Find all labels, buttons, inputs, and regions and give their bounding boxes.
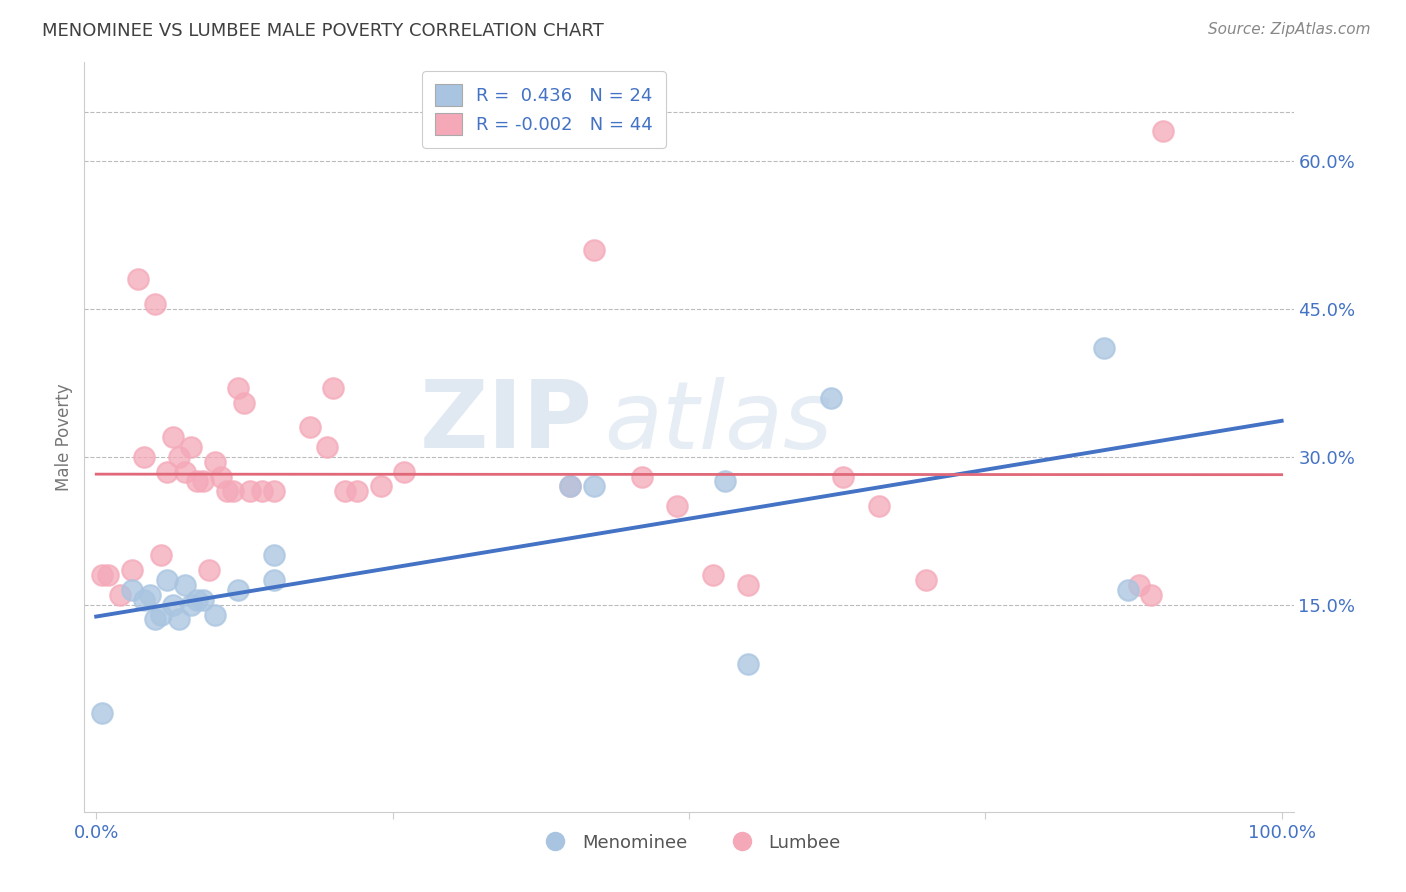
Point — [298, 420, 321, 434]
Point — [145, 297, 167, 311]
Point — [666, 499, 689, 513]
Point — [322, 381, 344, 395]
Point — [174, 578, 197, 592]
Point — [127, 272, 149, 286]
Point — [97, 568, 120, 582]
Point — [162, 430, 184, 444]
Point — [1140, 588, 1163, 602]
Point — [191, 592, 214, 607]
Point — [191, 475, 214, 489]
Point — [108, 588, 131, 602]
Point — [832, 469, 855, 483]
Point — [737, 657, 759, 671]
Point — [370, 479, 392, 493]
Point — [198, 563, 221, 577]
Point — [91, 706, 114, 720]
Point — [316, 440, 339, 454]
Point — [167, 450, 190, 464]
Point — [333, 484, 356, 499]
Point — [132, 592, 155, 607]
Point — [174, 465, 197, 479]
Point — [156, 573, 179, 587]
Point — [204, 455, 226, 469]
Point — [121, 563, 143, 577]
Point — [180, 598, 202, 612]
Point — [250, 484, 273, 499]
Point — [346, 484, 368, 499]
Point — [394, 465, 416, 479]
Point — [156, 465, 179, 479]
Point — [263, 549, 285, 563]
Point — [228, 381, 250, 395]
Y-axis label: Male Poverty: Male Poverty — [55, 384, 73, 491]
Text: Source: ZipAtlas.com: Source: ZipAtlas.com — [1208, 22, 1371, 37]
Point — [1152, 124, 1174, 138]
Point — [583, 479, 606, 493]
Point — [583, 243, 606, 257]
Point — [91, 568, 114, 582]
Point — [162, 598, 184, 612]
Point — [215, 484, 238, 499]
Point — [630, 469, 652, 483]
Point — [239, 484, 262, 499]
Point — [150, 549, 173, 563]
Point — [560, 479, 582, 493]
Point — [150, 607, 173, 622]
Legend: Menominee, Lumbee: Menominee, Lumbee — [530, 827, 848, 859]
Point — [713, 475, 735, 489]
Point — [263, 573, 285, 587]
Point — [209, 469, 232, 483]
Point — [1092, 342, 1115, 356]
Point — [138, 588, 160, 602]
Point — [820, 391, 842, 405]
Point — [145, 612, 167, 626]
Point — [737, 578, 759, 592]
Point — [221, 484, 243, 499]
Text: MENOMINEE VS LUMBEE MALE POVERTY CORRELATION CHART: MENOMINEE VS LUMBEE MALE POVERTY CORRELA… — [42, 22, 605, 40]
Point — [180, 440, 202, 454]
Point — [186, 475, 208, 489]
Point — [263, 484, 285, 499]
Point — [1116, 582, 1139, 597]
Point — [560, 479, 582, 493]
Point — [233, 395, 256, 409]
Point — [1128, 578, 1150, 592]
Point — [702, 568, 724, 582]
Point — [121, 582, 143, 597]
Point — [868, 499, 890, 513]
Point — [186, 592, 208, 607]
Point — [228, 582, 250, 597]
Text: atlas: atlas — [605, 376, 832, 467]
Text: ZIP: ZIP — [419, 376, 592, 468]
Point — [167, 612, 190, 626]
Point — [132, 450, 155, 464]
Point — [204, 607, 226, 622]
Point — [915, 573, 938, 587]
